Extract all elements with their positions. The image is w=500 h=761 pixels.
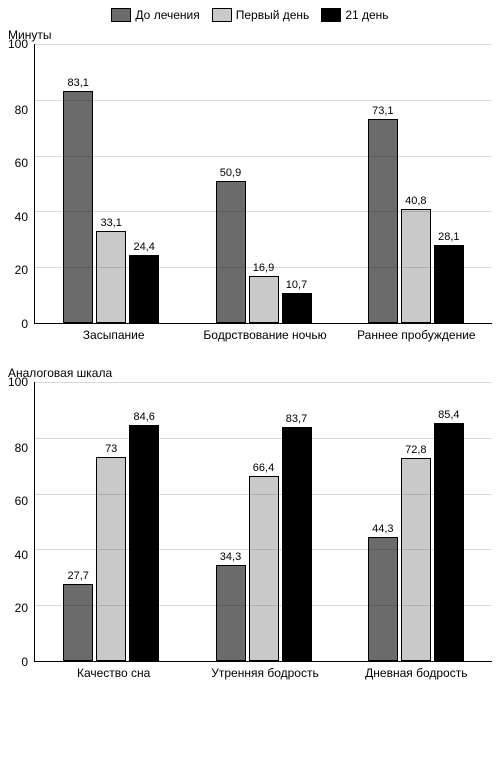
bar: 73,1 [368,119,398,323]
x-category-label: Дневная бодрость [341,666,492,680]
bar: 10,7 [282,293,312,323]
bar: 16,9 [249,276,279,323]
bar-value-label: 28,1 [438,231,459,243]
bar-value-label: 83,7 [286,413,307,425]
bar-value-label: 85,4 [438,409,459,421]
legend-item: До лечения [111,8,199,22]
bar: 83,1 [63,91,93,323]
bar: 44,3 [368,537,398,661]
bar-group: 83,133,124,4 [63,44,159,323]
y-tick: 80 [15,104,28,116]
bar-value-label: 44,3 [372,523,393,535]
gridline [35,211,492,212]
bar: 73 [96,457,126,661]
x-category-label: Засыпание [38,328,189,342]
bar-value-label: 27,7 [67,570,88,582]
bar: 33,1 [96,231,126,323]
bar-group: 27,77384,6 [63,382,159,661]
bar-value-label: 83,1 [67,77,88,89]
legend-swatch [321,8,341,22]
y-tick: 0 [21,318,28,330]
y-tick: 0 [21,656,28,668]
bar: 50,9 [216,181,246,323]
bar-value-label: 40,8 [405,195,426,207]
x-category-label: Утренняя бодрость [189,666,340,680]
legend-label: До лечения [135,8,199,22]
bar: 84,6 [129,425,159,661]
legend-item: Первый день [212,8,310,22]
bar-value-label: 50,9 [220,167,241,179]
gridline [35,605,492,606]
gridline [35,438,492,439]
bar: 34,3 [216,565,246,661]
bar-group: 50,916,910,7 [216,44,312,323]
chart2-plot: 27,77384,634,366,483,744,372,885,4 [35,382,492,662]
bar: 85,4 [434,423,464,661]
chart2-x-labels: Качество снаУтренняя бодростьДневная бод… [38,666,492,680]
legend-swatch [111,8,131,22]
chart1-title: Минуты [8,28,492,42]
bar-value-label: 73,1 [372,105,393,117]
bar: 27,7 [63,584,93,661]
bar: 28,1 [434,245,464,323]
bar-value-label: 33,1 [100,217,121,229]
bar-value-label: 10,7 [286,279,307,291]
bar-value-label: 84,6 [133,411,154,423]
gridline [35,100,492,101]
chart-minutes: Минуты 100806040200 83,133,124,450,916,9… [8,28,492,342]
chart1-y-axis: 100806040200 [8,44,35,324]
gridline [35,44,492,45]
y-tick: 80 [15,442,28,454]
gridline [35,549,492,550]
chart1-plot: 83,133,124,450,916,910,773,140,828,1 [35,44,492,324]
bar: 72,8 [401,458,431,661]
chart2-y-axis: 100806040200 [8,382,35,662]
chart1-groups: 83,133,124,450,916,910,773,140,828,1 [35,44,492,323]
x-category-label: Качество сна [38,666,189,680]
bar-value-label: 34,3 [220,551,241,563]
legend-swatch [212,8,232,22]
x-category-label: Бодрствование ночью [189,328,340,342]
y-tick: 60 [15,157,28,169]
chart1-x-labels: ЗасыпаниеБодрствование ночьюРаннее пробу… [38,328,492,342]
bar-value-label: 72,8 [405,444,426,456]
legend-label: 21 день [345,8,388,22]
y-tick: 20 [15,264,28,276]
bar-value-label: 66,4 [253,462,274,474]
bar-group: 44,372,885,4 [368,382,464,661]
chart2-title: Аналоговая шкала [8,366,492,380]
legend-label: Первый день [236,8,310,22]
gridline [35,267,492,268]
bar: 83,7 [282,427,312,661]
y-tick: 60 [15,495,28,507]
bar-group: 73,140,828,1 [368,44,464,323]
chart-analog: Аналоговая шкала 100806040200 27,77384,6… [8,366,492,680]
legend-item: 21 день [321,8,388,22]
bar: 40,8 [401,209,431,323]
bar: 66,4 [249,476,279,661]
y-tick: 100 [8,376,28,388]
y-tick: 40 [15,211,28,223]
gridline [35,156,492,157]
y-tick: 40 [15,549,28,561]
bar: 24,4 [129,255,159,323]
x-category-label: Раннее пробуждение [341,328,492,342]
bar-value-label: 24,4 [133,241,154,253]
bar-group: 34,366,483,7 [216,382,312,661]
gridline [35,494,492,495]
y-tick: 100 [8,38,28,50]
chart2-groups: 27,77384,634,366,483,744,372,885,4 [35,382,492,661]
legend: До лечения Первый день 21 день [8,8,492,22]
bar-value-label: 73 [105,443,117,455]
gridline [35,382,492,383]
y-tick: 20 [15,602,28,614]
